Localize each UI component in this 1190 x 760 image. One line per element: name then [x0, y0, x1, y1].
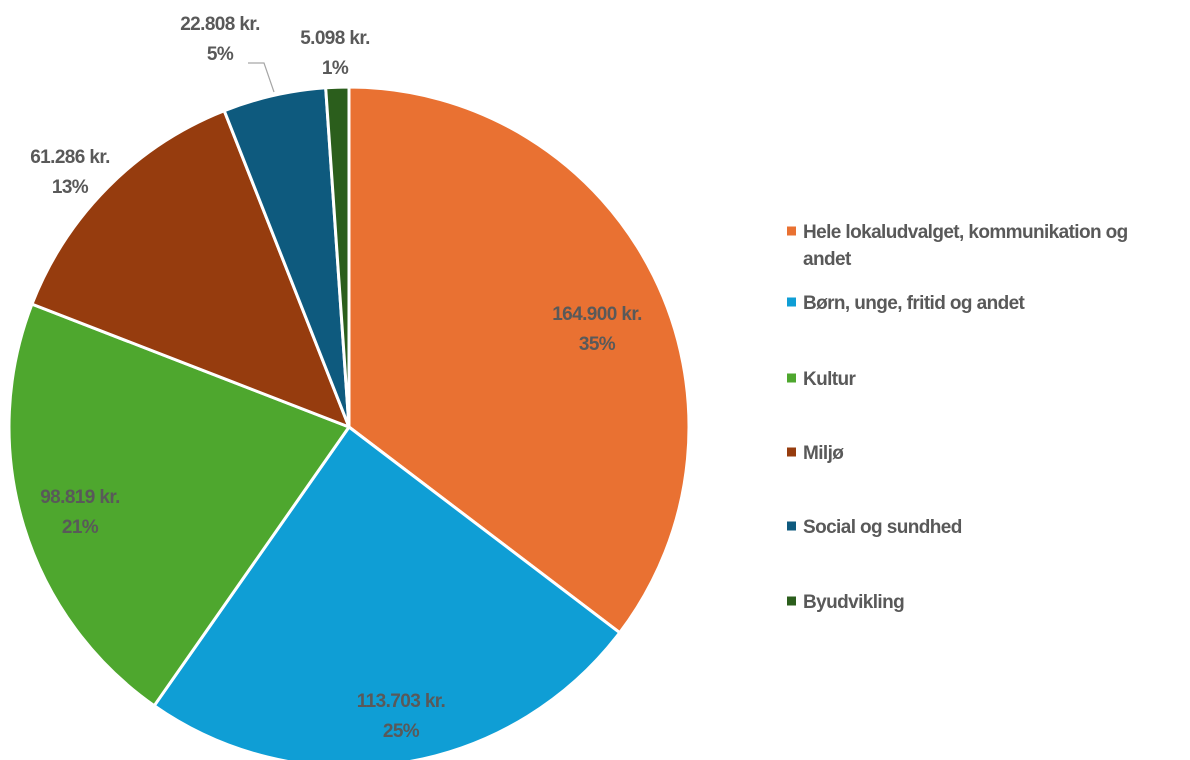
data-label-kultur: 98.819 kr. 21%: [40, 487, 120, 538]
leader-line-social-og-sundhed: [248, 62, 275, 93]
legend-label: Hele lokaludvalget, kommunikation og ande…: [803, 222, 1128, 270]
legend-item-miljoe: Miljø: [787, 443, 845, 464]
pie-slice-hele-lokaludvalget-kommunikation-og-andet: [347, 85, 691, 635]
data-label-byudvikling: 5.098 kr. 1%: [300, 28, 370, 79]
data-label-value: 164.900 kr.: [552, 304, 642, 325]
data-label-percent: 1%: [322, 58, 349, 79]
data-label-value: 5.098 kr.: [300, 28, 370, 49]
pie-slice-byudvikling: [324, 85, 351, 429]
pie-slices: [7, 85, 691, 760]
legend-marker: [787, 373, 796, 383]
pie-slice-kultur: [7, 302, 351, 708]
legend-marker: [787, 447, 796, 457]
data-label-percent: 5%: [207, 44, 234, 65]
data-label-percent: 21%: [62, 517, 99, 538]
legend-label: Social og sundhed: [803, 517, 962, 538]
legend-label: Kultur: [803, 369, 857, 390]
legend-marker: [787, 226, 796, 236]
data-label-percent: 13%: [52, 177, 89, 198]
legend-label: Byudvikling: [803, 592, 904, 613]
legend-item-hele-lokaludvalget-kommunikation-og-andet: Hele lokaludvalget, kommunikation og ande…: [787, 222, 1128, 270]
pie-slice-boern-unge-fritid-og-andet: [152, 425, 622, 760]
legend-label: Miljø: [803, 443, 844, 464]
legend-marker: [787, 521, 796, 531]
data-label-miljoe: 61.286 kr. 13%: [30, 147, 110, 198]
leader-lines: [248, 62, 275, 93]
data-label-boern-unge-fritid-og-andet: 113.703 kr. 25%: [357, 691, 446, 742]
legend-item-boern-unge-fritid-og-andet: Børn, unge, fritid og andet: [787, 293, 1026, 314]
legend-label: Børn, unge, fritid og andet: [803, 293, 1026, 314]
legend-marker: [787, 297, 796, 307]
legend-item-byudvikling: Byudvikling: [787, 592, 905, 613]
pie-slice-miljoe: [30, 109, 351, 429]
data-label-hele-lokaludvalget-kommunikation-og-andet: 164.900 kr. 35%: [552, 304, 642, 355]
data-label-social-og-sundhed: 22.808 kr. 5%: [180, 14, 260, 65]
legend-marker: [787, 596, 796, 606]
data-labels: 164.900 kr. 35% 113.703 kr. 25% 98.819 kr. 21…: [30, 14, 642, 742]
data-label-percent: 25%: [383, 721, 420, 742]
data-label-value: 113.703 kr.: [357, 691, 446, 712]
data-label-value: 22.808 kr.: [180, 14, 260, 35]
data-label-percent: 35%: [579, 334, 616, 355]
data-label-value: 61.286 kr.: [30, 147, 110, 168]
legend: Hele lokaludvalget, kommunikation og ande…: [787, 222, 1128, 613]
data-label-value: 98.819 kr.: [40, 487, 120, 508]
legend-item-kultur: Kultur: [787, 369, 857, 390]
legend-item-social-og-sundhed: Social og sundhed: [787, 517, 962, 538]
